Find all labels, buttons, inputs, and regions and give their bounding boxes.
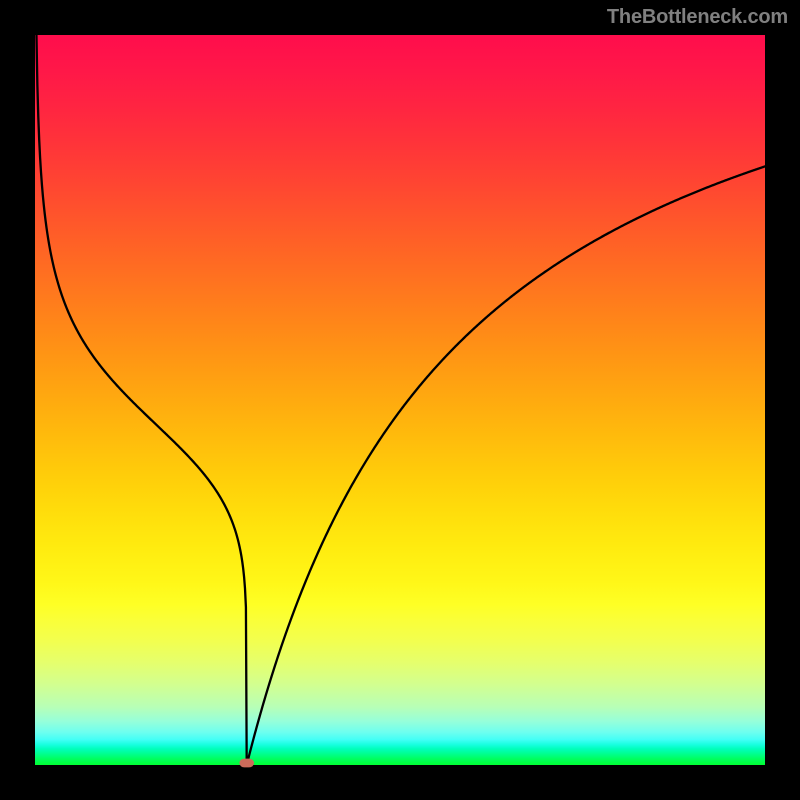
bottleneck-chart bbox=[0, 0, 800, 800]
chart-background bbox=[35, 35, 765, 765]
watermark-text: TheBottleneck.com bbox=[607, 6, 788, 29]
cusp-marker bbox=[239, 759, 254, 768]
chart-container: TheBottleneck.com bbox=[0, 0, 800, 800]
